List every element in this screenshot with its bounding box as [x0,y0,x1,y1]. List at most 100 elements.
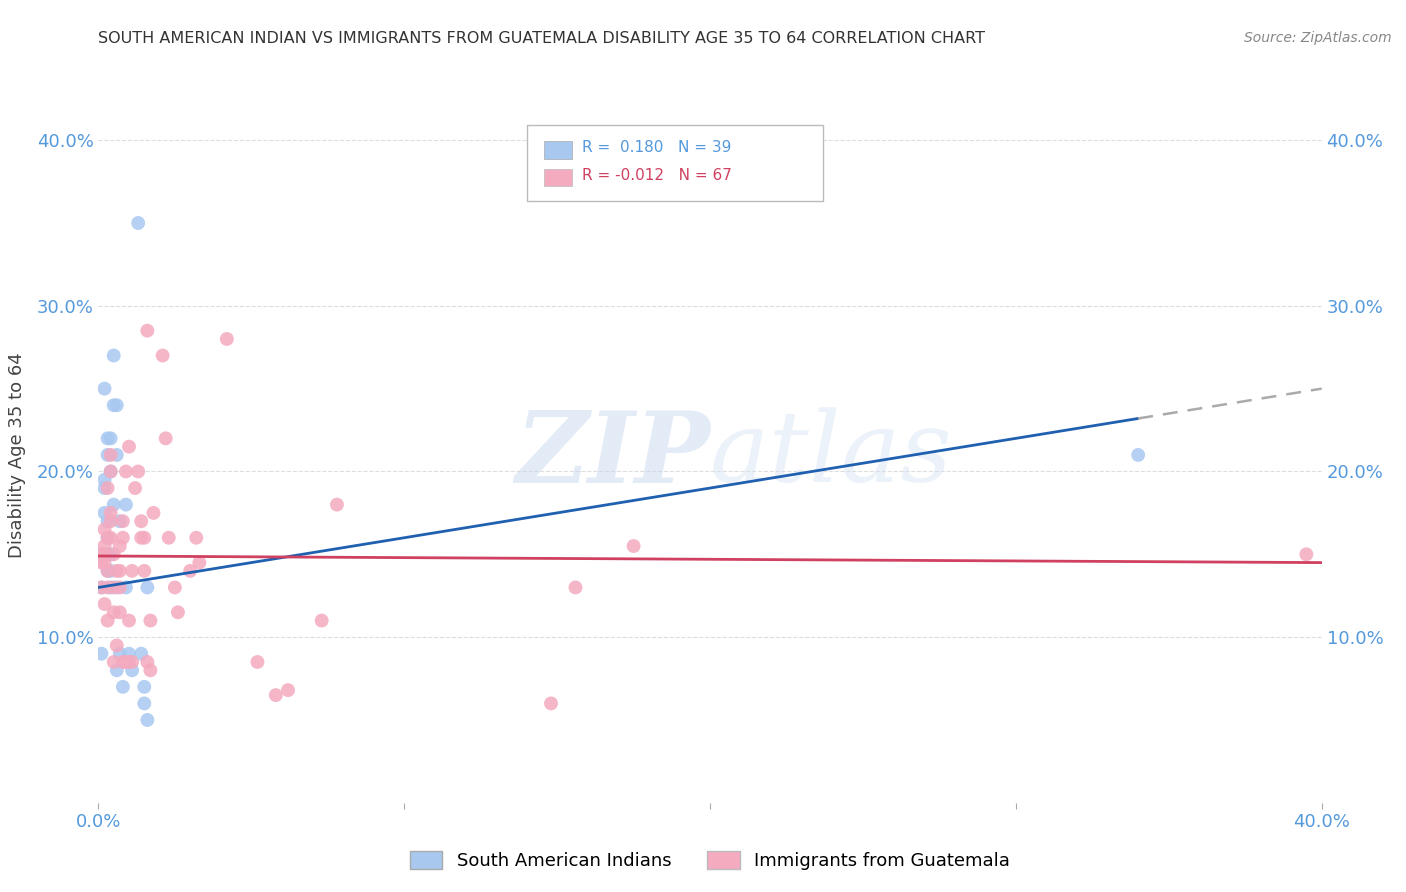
Point [100,581,122,595]
Legend: South American Indians, Immigrants from Guatemala: South American Indians, Immigrants from … [402,844,1018,877]
Point [564,581,586,595]
Point [103,398,125,412]
Point [100,465,122,479]
Point [142,506,165,520]
Point [90,581,112,595]
Point [134,531,156,545]
Point [108,581,131,595]
Point [93,382,115,396]
Point [97,564,120,578]
Point [97,564,120,578]
Point [129,531,152,545]
Point [100,514,122,528]
Point [93,523,115,537]
Point [136,713,159,727]
Point [124,481,146,495]
Point [97,431,120,445]
Point [115,465,138,479]
Point [105,398,128,412]
Point [111,655,134,669]
Point [90,547,112,561]
Point [1295,547,1317,561]
Point [246,655,269,669]
Point [121,655,143,669]
Point [215,332,238,346]
Point [100,531,122,545]
Point [134,697,156,711]
Point [100,448,122,462]
Point [188,556,211,570]
Point [100,431,122,445]
Point [90,581,112,595]
Point [108,564,131,578]
Point [136,324,159,338]
Point [108,647,131,661]
Point [108,605,131,619]
Point [90,547,112,561]
Point [152,349,174,363]
Text: R =  0.180   N = 39: R = 0.180 N = 39 [582,140,731,155]
Point [103,581,125,595]
Point [1128,448,1150,462]
Point [111,514,134,528]
Point [93,597,115,611]
Point [134,564,156,578]
Text: atlas: atlas [710,408,953,502]
Point [93,481,115,495]
Point [179,564,201,578]
Point [105,663,128,677]
Point [115,581,138,595]
Point [100,465,122,479]
Point [103,498,125,512]
Point [111,531,134,545]
Point [623,539,645,553]
Point [118,614,141,628]
Point [129,514,152,528]
Point [264,688,287,702]
Point [103,547,125,561]
Point [186,531,208,545]
Point [100,547,122,561]
Point [90,556,112,570]
Point [93,556,115,570]
Point [115,498,138,512]
Point [326,498,349,512]
Point [118,440,141,454]
Point [277,683,299,698]
Point [157,531,180,545]
Point [115,655,138,669]
Point [100,564,122,578]
Text: ZIP: ZIP [515,407,710,503]
Point [129,647,152,661]
Point [155,431,177,445]
Point [111,680,134,694]
Point [93,539,115,553]
Point [540,697,562,711]
Point [97,581,120,595]
Point [97,531,120,545]
Point [311,614,333,628]
Point [121,564,143,578]
Point [105,581,128,595]
Point [136,655,159,669]
Point [90,647,112,661]
Point [103,349,125,363]
Point [163,581,186,595]
Point [105,448,128,462]
Point [97,514,120,528]
Point [108,514,131,528]
Point [139,663,162,677]
Point [108,539,131,553]
Point [134,680,156,694]
Point [103,605,125,619]
Point [93,547,115,561]
Point [93,473,115,487]
Point [93,506,115,520]
Point [118,647,141,661]
Point [105,564,128,578]
Point [167,605,190,619]
Point [97,531,120,545]
Point [139,614,162,628]
Point [118,655,141,669]
Point [136,581,159,595]
